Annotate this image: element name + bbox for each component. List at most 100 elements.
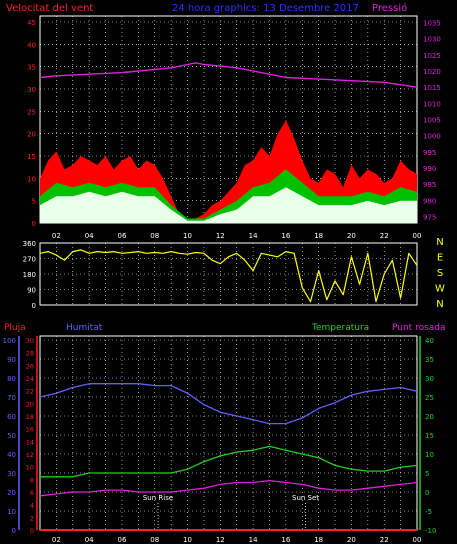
temperature-axis-title: Temperatura — [311, 323, 369, 333]
x-tick-label: 20 — [347, 232, 356, 240]
rain-axis-title: Pluja — [4, 323, 26, 333]
direction-tick-label: 360 — [23, 240, 36, 248]
rain-tick-label: 10 — [26, 464, 34, 472]
wind-tick-label: 5 — [32, 198, 36, 206]
temperature-tick-label: 5 — [425, 470, 429, 478]
temperature-tick-label: 25 — [425, 394, 434, 402]
x-tick-label: 00 — [413, 232, 422, 240]
x-tick-label: 02 — [52, 536, 61, 544]
humidity-tick-label: 80 — [7, 375, 16, 383]
temperature-tick-label: 10 — [425, 451, 434, 459]
pressure-tick-label: 1025 — [423, 52, 441, 60]
rain-tick-label: 0 — [30, 527, 34, 535]
wind-tick-label: 0 — [32, 220, 36, 228]
wind-tick-label: 40 — [27, 41, 36, 49]
pressure-tick-label: 980 — [423, 197, 436, 205]
pressure-tick-label: 975 — [423, 214, 436, 222]
temperature-tick-label: 30 — [425, 375, 434, 383]
humidity-tick-label: 10 — [7, 508, 16, 516]
pressure-tick-label: 1015 — [423, 84, 441, 92]
direction-tick-label: 90 — [27, 287, 36, 295]
rain-tick-label: 26 — [26, 362, 34, 370]
rain-tick-label: 14 — [26, 438, 34, 446]
rain-tick-label: 22 — [26, 388, 34, 396]
temperature-tick-label: 35 — [425, 356, 434, 364]
chart-layer: 0510152025303540459759809859909951000100… — [3, 15, 446, 544]
x-tick-label: 00 — [413, 536, 422, 544]
compass-label: E — [437, 253, 443, 264]
pressure-tick-label: 1030 — [423, 36, 441, 44]
temperature-tick-label: 15 — [425, 432, 434, 440]
wind-tick-label: 25 — [27, 108, 36, 116]
x-tick-label: 16 — [281, 536, 290, 544]
x-tick-label: 08 — [150, 232, 159, 240]
x-tick-label: 20 — [347, 536, 356, 544]
wind-tick-label: 45 — [27, 19, 36, 27]
x-tick-label: 10 — [183, 536, 192, 544]
x-tick-label: 12 — [216, 232, 225, 240]
direction-tick-label: 0 — [32, 302, 36, 310]
rain-tick-label: 8 — [30, 476, 34, 484]
x-tick-label: 08 — [150, 536, 159, 544]
compass-label: N — [436, 299, 443, 310]
humidity-tick-label: 90 — [7, 356, 16, 364]
pressure-tick-label: 1035 — [423, 19, 441, 27]
x-tick-label: 22 — [380, 232, 389, 240]
temperature-tick-label: 40 — [425, 337, 434, 345]
compass-label: N — [436, 237, 443, 248]
rain-tick-label: 18 — [26, 413, 34, 421]
humidity-axis-title: Humitat — [66, 323, 103, 333]
x-tick-label: 22 — [380, 536, 389, 544]
humidity-tick-label: 30 — [7, 470, 16, 478]
temperature-tick-label: 20 — [425, 413, 434, 421]
dewpoint-axis-title: Punt rosada — [392, 323, 446, 333]
humidity-tick-label: 100 — [3, 337, 16, 345]
direction-tick-label: 180 — [23, 271, 36, 279]
rain-tick-label: 4 — [30, 502, 34, 510]
x-tick-label: 10 — [183, 232, 192, 240]
wind-avg-series — [40, 187, 417, 223]
rain-tick-label: 28 — [26, 350, 34, 358]
compass-label: W — [435, 284, 445, 295]
chart-title: 24 hora graphics: 13 Desembre 2017 — [172, 3, 359, 14]
pressure-tick-label: 1020 — [423, 68, 441, 76]
rain-tick-label: 6 — [30, 489, 34, 497]
sun-marker-label: Sun Rise — [143, 494, 173, 502]
humidity-tick-label: 60 — [7, 413, 16, 421]
pressure-axis-title: Pressió — [372, 2, 407, 14]
humidity-tick-label: 40 — [7, 451, 16, 459]
x-tick-label: 18 — [314, 536, 323, 544]
dewpoint-series — [39, 479, 418, 497]
x-tick-label: 18 — [314, 232, 323, 240]
rain-tick-label: 24 — [26, 375, 34, 383]
x-tick-label: 04 — [85, 232, 94, 240]
x-tick-label: 02 — [52, 232, 61, 240]
pressure-tick-label: 1005 — [423, 117, 441, 125]
wind-tick-label: 30 — [27, 86, 36, 94]
pressure-tick-label: 1010 — [423, 100, 441, 108]
humidity-tick-label: 20 — [7, 489, 16, 497]
x-tick-label: 06 — [117, 536, 126, 544]
humidity-series — [39, 383, 418, 425]
compass-label: S — [437, 268, 443, 279]
x-tick-label: 16 — [281, 232, 290, 240]
temperature-tick-label: 0 — [425, 489, 429, 497]
direction-series — [39, 249, 418, 303]
pressure-series — [39, 62, 418, 88]
direction-tick-label: 270 — [23, 256, 36, 264]
rain-tick-label: 2 — [30, 514, 34, 522]
x-tick-label: 06 — [117, 232, 126, 240]
temperature-tick-label: -5 — [425, 508, 432, 516]
humidity-tick-label: 0 — [12, 527, 16, 535]
pressure-tick-label: 1000 — [423, 133, 441, 141]
x-tick-label: 12 — [216, 536, 225, 544]
temperature-series — [40, 445, 418, 478]
wind-tick-label: 35 — [27, 64, 36, 72]
pressure-tick-label: 995 — [423, 149, 436, 157]
humidity-tick-label: 70 — [7, 394, 16, 402]
pressure-tick-label: 990 — [423, 165, 436, 173]
rain-tick-label: 12 — [26, 451, 34, 459]
humidity-panel-frame — [39, 335, 418, 531]
wind-tick-label: 15 — [27, 153, 36, 161]
rain-tick-label: 20 — [26, 400, 34, 408]
